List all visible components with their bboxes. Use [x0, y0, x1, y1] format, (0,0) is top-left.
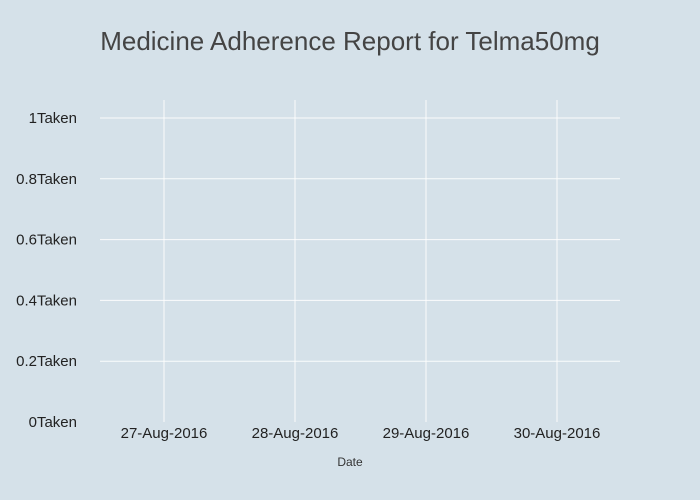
x-axis-title: Date: [337, 455, 363, 469]
x-tick-label: 27-Aug-2016: [121, 425, 208, 442]
x-tick-label: 29-Aug-2016: [383, 425, 470, 442]
chart-title: Medicine Adherence Report for Telma50mg: [100, 26, 600, 56]
y-tick-label: 1Taken: [29, 110, 77, 127]
grid-layer: [100, 100, 620, 422]
y-tick-label: 0.4Taken: [16, 292, 77, 309]
y-tick-label: 0Taken: [29, 414, 77, 431]
y-tick-label: 0.8Taken: [16, 171, 77, 188]
x-tick-label: 30-Aug-2016: [514, 425, 601, 442]
y-tick-label: 0.2Taken: [16, 353, 77, 370]
y-axis-ticks: 0Taken 0.2Taken 0.4Taken 0.6Taken 0.8Taken 1T…: [16, 110, 77, 431]
y-tick-label: 0.6Taken: [16, 232, 77, 249]
x-tick-label: 28-Aug-2016: [252, 425, 339, 442]
x-axis-ticks: 27-Aug-2016 28-Aug-2016 29-Aug-2016 30-Aug-…: [121, 425, 601, 442]
